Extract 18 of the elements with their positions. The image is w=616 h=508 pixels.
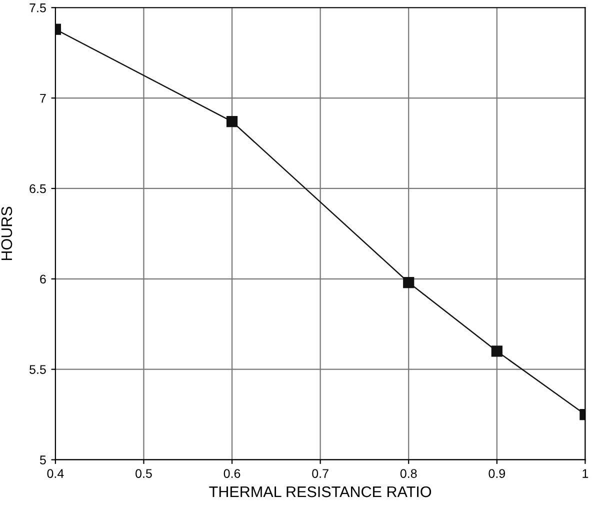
x-tick-label: 0.8 [400,469,417,478]
x-tick-label: 0.5 [136,469,152,478]
x-tick-label: 0.6 [224,469,240,478]
x-tick-label: 0.4 [47,469,64,478]
y-tick-label: 7 [40,94,46,103]
y-axis-title: HOURS [1,206,12,260]
y-tick-label: 6.5 [30,184,46,194]
x-tick-label: 0.7 [312,469,328,478]
y-tick-label: 5.5 [30,365,46,374]
point [226,116,238,128]
x-tick-label: 0.9 [488,469,506,478]
x-axis-title: THERMAL RESISTANCE RATIO [209,486,432,498]
y-tick-label: 6 [40,274,46,284]
x-tick-label: 1 [582,469,588,478]
point [491,346,502,357]
point [403,276,414,288]
y-tick-label: 5 [40,456,46,464]
y-tick-label: 7.5 [30,4,46,12]
